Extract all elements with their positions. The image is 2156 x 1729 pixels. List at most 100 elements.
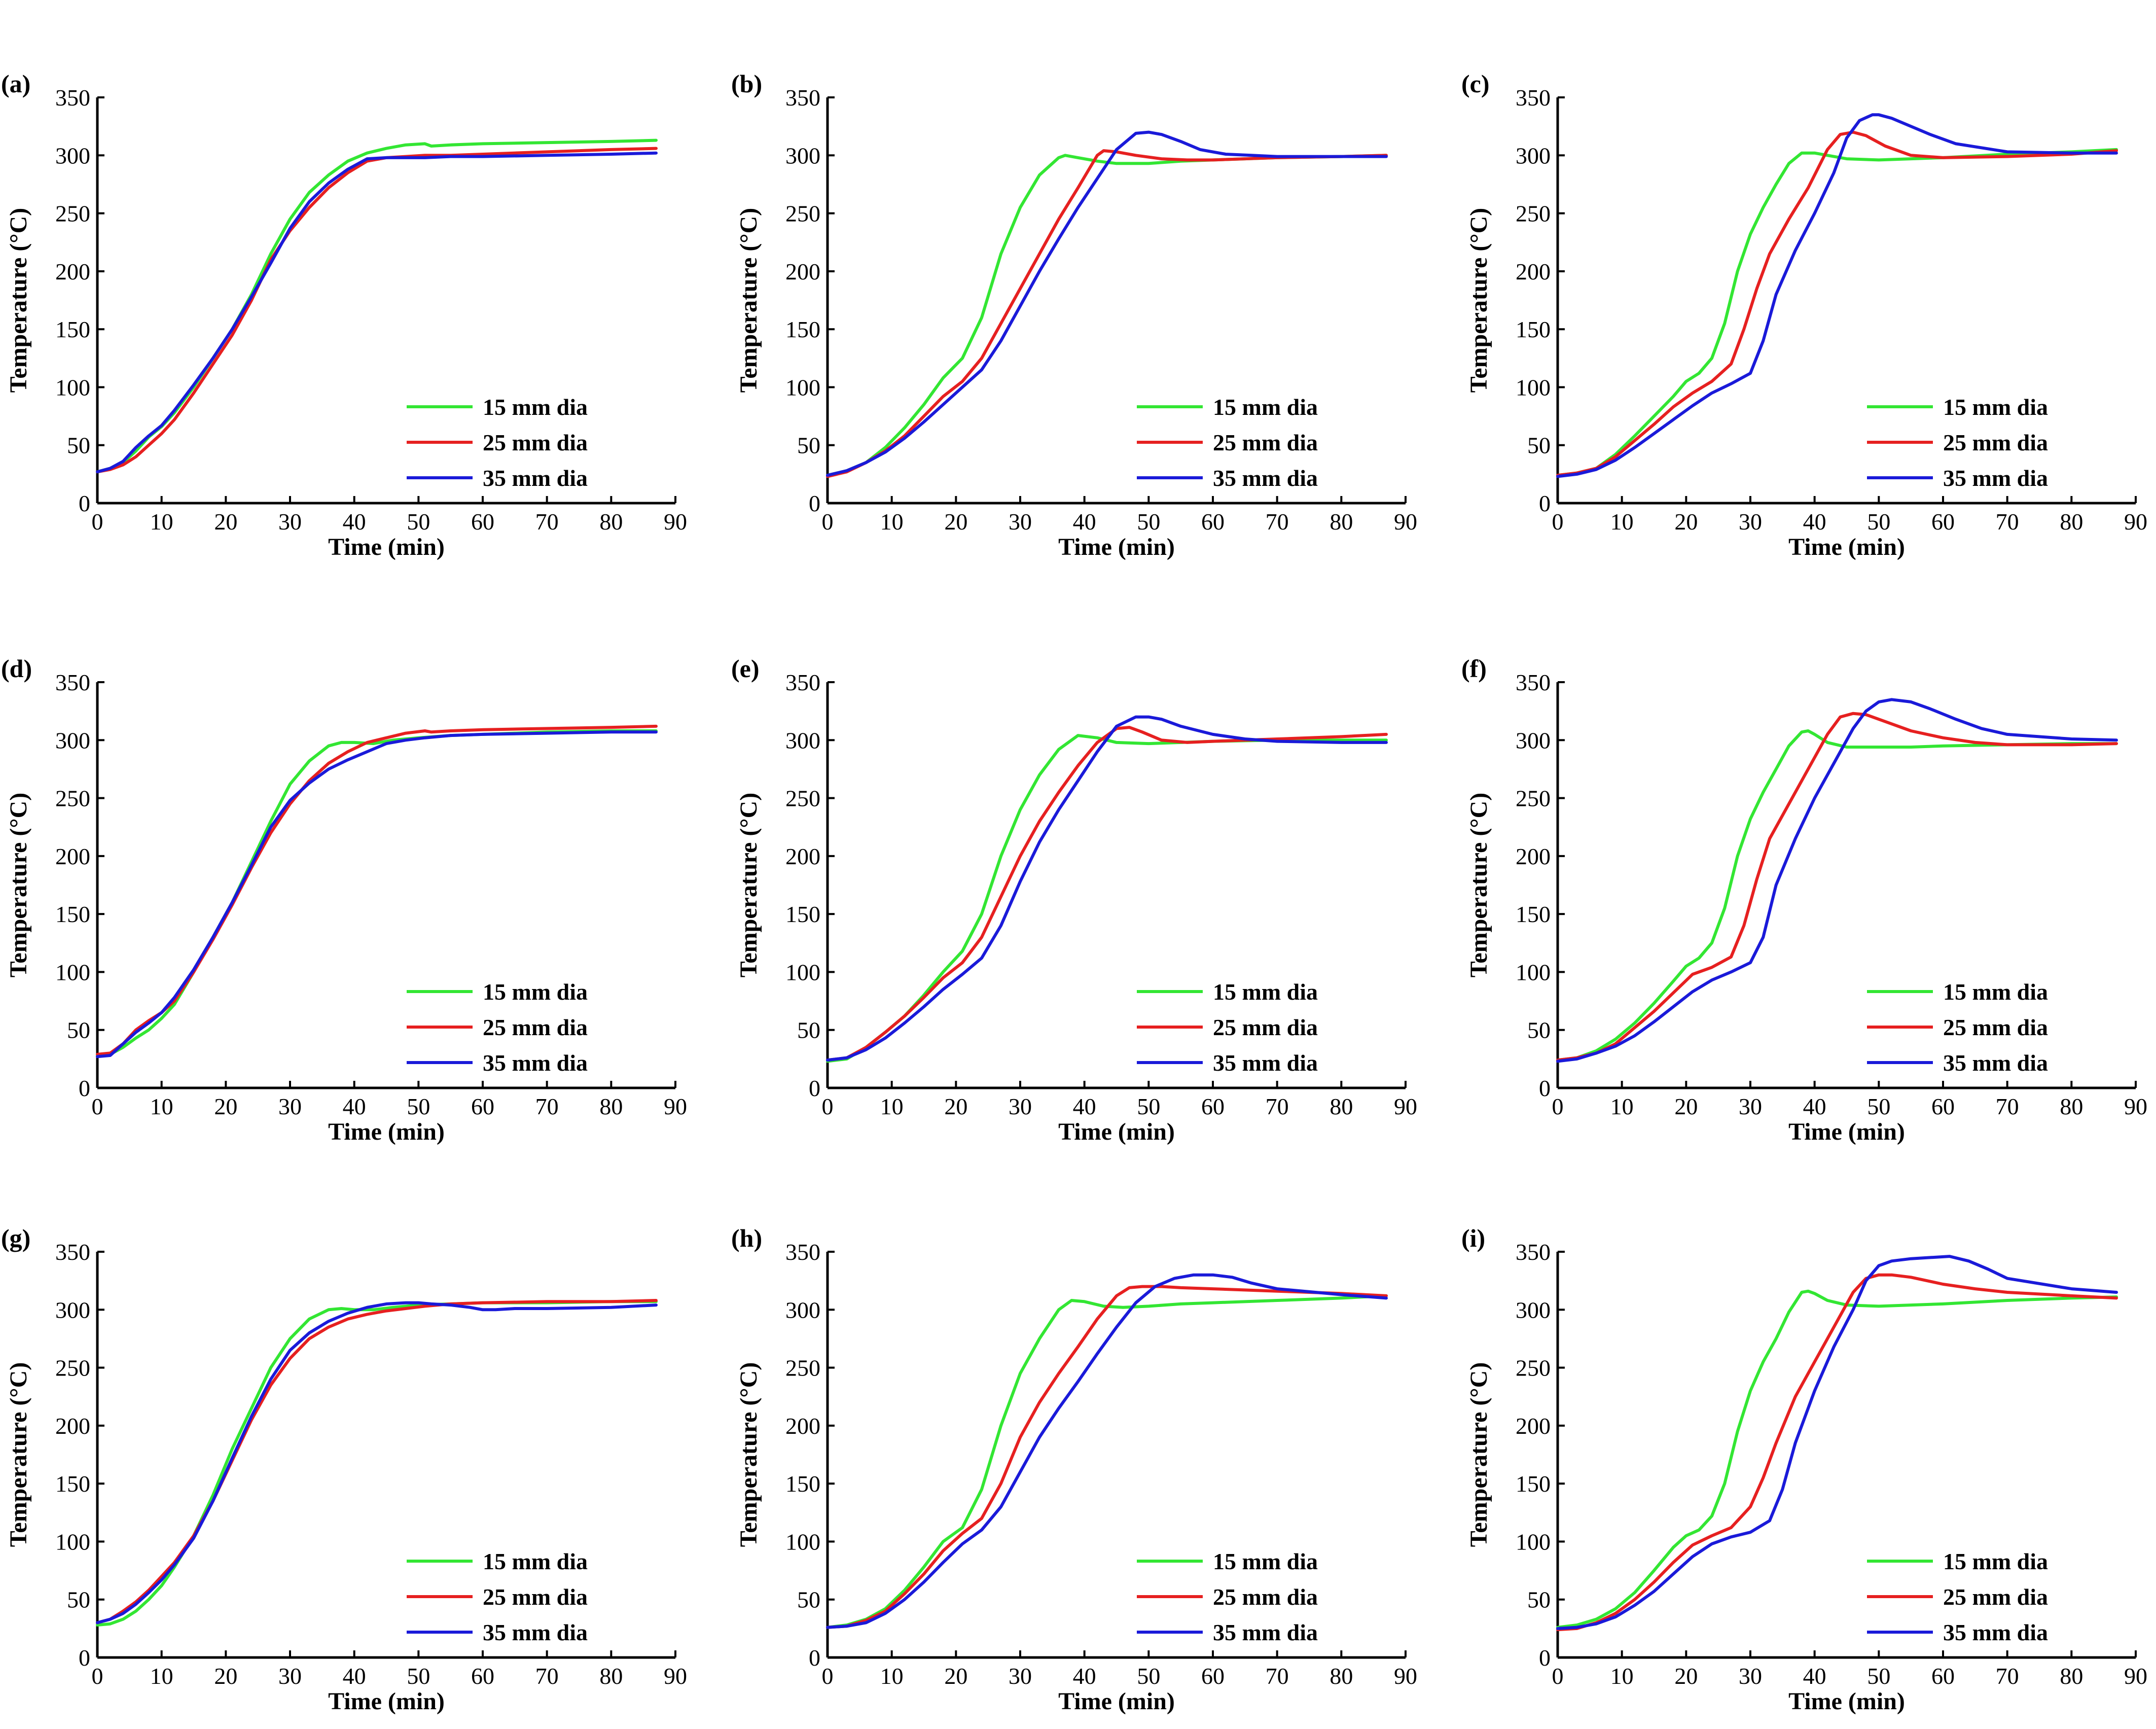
y-tick-label: 150 bbox=[1516, 901, 1551, 927]
legend-label: 15 mm dia bbox=[483, 394, 588, 420]
y-tick-label: 0 bbox=[1539, 1645, 1551, 1671]
x-tick-label: 20 bbox=[1674, 1663, 1698, 1689]
x-tick-label: 10 bbox=[880, 509, 904, 535]
x-tick-label: 60 bbox=[1931, 1663, 1955, 1689]
x-tick-label: 30 bbox=[278, 1093, 302, 1119]
y-tick-label: 250 bbox=[1516, 201, 1551, 227]
x-tick-label: 30 bbox=[278, 509, 302, 535]
series-line-25-mm-dia bbox=[96, 1299, 658, 1625]
series-line-25-mm-dia bbox=[1556, 712, 2118, 1062]
y-tick-label: 0 bbox=[1539, 1075, 1551, 1101]
y-tick-label: 300 bbox=[1516, 1297, 1551, 1323]
x-tick-label: 50 bbox=[1137, 1093, 1160, 1119]
legend-label: 25 mm dia bbox=[1213, 1584, 1318, 1610]
y-tick-label: 0 bbox=[79, 1645, 90, 1671]
x-tick-label: 20 bbox=[944, 509, 967, 535]
series-line-35-mm-dia bbox=[826, 1273, 1388, 1629]
x-tick-label: 30 bbox=[1009, 509, 1032, 535]
y-tick-label: 50 bbox=[67, 433, 90, 458]
x-tick-label: 20 bbox=[214, 1093, 237, 1119]
legend-label: 35 mm dia bbox=[483, 1050, 588, 1076]
y-tick-label: 150 bbox=[785, 316, 820, 342]
x-tick-label: 10 bbox=[880, 1093, 904, 1119]
series-line-35-mm-dia bbox=[1556, 698, 2118, 1063]
y-tick-label: 350 bbox=[55, 1239, 90, 1265]
x-tick-label: 70 bbox=[535, 1663, 559, 1689]
legend-label: 15 mm dia bbox=[1213, 979, 1318, 1005]
x-tick-label: 90 bbox=[2124, 1663, 2147, 1689]
x-tick-label: 40 bbox=[1073, 509, 1096, 535]
y-tick-label: 300 bbox=[1516, 143, 1551, 168]
y-tick-label: 250 bbox=[55, 201, 90, 227]
x-tick-label: 90 bbox=[1394, 1663, 1417, 1689]
y-axis-title: Temperature (°C) bbox=[735, 793, 762, 977]
x-tick-label: 70 bbox=[1996, 1663, 2019, 1689]
x-tick-label: 0 bbox=[92, 1663, 103, 1689]
legend-label: 35 mm dia bbox=[483, 1619, 588, 1645]
y-tick-label: 150 bbox=[55, 901, 90, 927]
series-line-15-mm-dia bbox=[96, 1300, 658, 1627]
y-tick-label: 0 bbox=[1539, 490, 1551, 516]
series-line-35-mm-dia bbox=[1556, 1255, 2118, 1630]
y-tick-label: 100 bbox=[785, 1529, 820, 1555]
series-line-25-mm-dia bbox=[826, 1285, 1388, 1629]
y-tick-label: 50 bbox=[67, 1587, 90, 1613]
y-tick-label: 50 bbox=[67, 1017, 90, 1043]
series-line-25-mm-dia bbox=[1556, 130, 2118, 477]
y-tick-label: 50 bbox=[1527, 1017, 1551, 1043]
legend-label: 25 mm dia bbox=[483, 1584, 588, 1610]
x-axis-title: Time (min) bbox=[1788, 534, 1905, 560]
x-tick-label: 90 bbox=[2124, 1093, 2147, 1119]
x-tick-label: 0 bbox=[1552, 1093, 1564, 1119]
series-line-15-mm-dia bbox=[96, 729, 658, 1057]
x-tick-label: 70 bbox=[1266, 509, 1289, 535]
y-tick-label: 200 bbox=[55, 259, 90, 285]
series-line-15-mm-dia bbox=[826, 1294, 1388, 1629]
x-tick-label: 80 bbox=[599, 509, 623, 535]
legend-label: 15 mm dia bbox=[483, 1548, 588, 1574]
x-tick-label: 40 bbox=[1803, 1663, 1826, 1689]
legend-label: 15 mm dia bbox=[483, 979, 588, 1005]
x-tick-label: 60 bbox=[1931, 1093, 1955, 1119]
y-tick-label: 200 bbox=[1516, 843, 1551, 869]
y-tick-label: 350 bbox=[785, 85, 820, 111]
x-tick-label: 60 bbox=[1201, 509, 1225, 535]
x-tick-label: 10 bbox=[1610, 1663, 1634, 1689]
x-tick-label: 10 bbox=[880, 1663, 904, 1689]
y-tick-label: 50 bbox=[1527, 433, 1551, 458]
x-axis-title: Time (min) bbox=[328, 1118, 445, 1145]
panel-label: (c) bbox=[1461, 69, 1490, 98]
y-tick-label: 150 bbox=[55, 1471, 90, 1497]
series-line-15-mm-dia bbox=[1556, 1289, 2118, 1629]
legend-label: 35 mm dia bbox=[1943, 465, 2048, 491]
y-tick-label: 350 bbox=[1516, 1239, 1551, 1265]
y-tick-label: 0 bbox=[809, 490, 820, 516]
y-tick-label: 150 bbox=[1516, 1471, 1551, 1497]
panel-label: (g) bbox=[1, 1224, 30, 1252]
chart-panel: 0 10 20 30 40 50 60 70 80 90 0 50 100 150 200 250 300 350… bbox=[731, 69, 1417, 560]
x-tick-label: 60 bbox=[1931, 509, 1955, 535]
x-tick-label: 70 bbox=[535, 1093, 559, 1119]
x-tick-label: 30 bbox=[278, 1663, 302, 1689]
y-tick-label: 250 bbox=[55, 786, 90, 811]
series-line-25-mm-dia bbox=[1556, 1273, 2118, 1632]
x-axis-title: Time (min) bbox=[1058, 1688, 1175, 1715]
y-tick-label: 100 bbox=[1516, 1529, 1551, 1555]
y-tick-label: 300 bbox=[785, 727, 820, 753]
x-tick-label: 0 bbox=[822, 1093, 834, 1119]
y-tick-label: 50 bbox=[797, 433, 820, 458]
y-tick-label: 350 bbox=[55, 669, 90, 695]
legend-label: 15 mm dia bbox=[1943, 394, 2048, 420]
y-tick-label: 300 bbox=[55, 727, 90, 753]
x-axis-title: Time (min) bbox=[328, 1688, 445, 1715]
y-tick-label: 200 bbox=[785, 1413, 820, 1439]
y-tick-label: 250 bbox=[785, 1355, 820, 1381]
y-axis-title: Temperature (°C) bbox=[1465, 1362, 1492, 1547]
y-tick-label: 0 bbox=[79, 1075, 90, 1101]
y-tick-label: 250 bbox=[1516, 786, 1551, 811]
x-tick-label: 70 bbox=[535, 509, 559, 535]
x-tick-label: 50 bbox=[1137, 509, 1160, 535]
x-tick-label: 40 bbox=[343, 1093, 366, 1119]
y-axis-title: Temperature (°C) bbox=[735, 208, 762, 393]
